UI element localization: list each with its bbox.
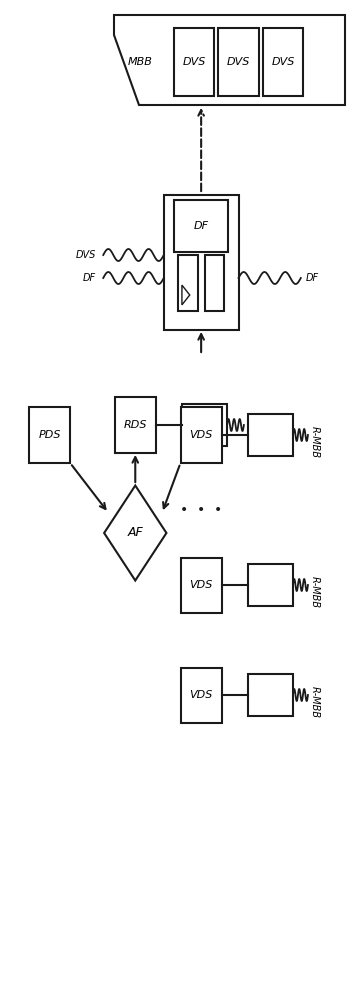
Bar xyxy=(248,414,293,456)
Bar xyxy=(248,674,293,716)
Bar xyxy=(164,194,239,330)
Bar xyxy=(263,28,303,96)
Text: DF: DF xyxy=(194,221,209,231)
Text: R-MBB: R-MBB xyxy=(310,426,320,458)
Bar xyxy=(182,404,227,446)
Polygon shape xyxy=(182,285,190,305)
Text: DF: DF xyxy=(83,273,96,283)
Text: R-MBB: R-MBB xyxy=(246,416,256,448)
Text: MBB: MBB xyxy=(128,57,153,67)
Text: RDS: RDS xyxy=(124,420,147,430)
Polygon shape xyxy=(114,15,345,105)
Bar xyxy=(174,200,228,252)
Bar xyxy=(115,397,156,452)
Text: DVS: DVS xyxy=(76,250,96,260)
Text: VDS: VDS xyxy=(189,430,213,440)
Text: R-MBB: R-MBB xyxy=(310,686,320,718)
Text: DVS: DVS xyxy=(271,57,295,67)
Bar xyxy=(180,558,221,612)
Text: AF: AF xyxy=(127,526,143,540)
Text: DVS: DVS xyxy=(182,57,206,67)
Bar xyxy=(174,28,214,96)
Text: DVS: DVS xyxy=(227,57,250,67)
Text: VDS: VDS xyxy=(189,690,213,700)
Polygon shape xyxy=(104,485,167,580)
Text: PDS: PDS xyxy=(38,430,61,440)
Bar xyxy=(248,564,293,606)
Text: R-MBB: R-MBB xyxy=(310,576,320,608)
Bar xyxy=(204,255,224,310)
Bar xyxy=(218,28,259,96)
Bar xyxy=(29,408,70,462)
Text: •  •  •: • • • xyxy=(180,503,222,517)
Bar xyxy=(180,668,221,722)
Text: DF: DF xyxy=(306,273,319,283)
Text: VDS: VDS xyxy=(189,580,213,590)
Bar xyxy=(178,255,198,310)
Bar xyxy=(180,408,221,462)
